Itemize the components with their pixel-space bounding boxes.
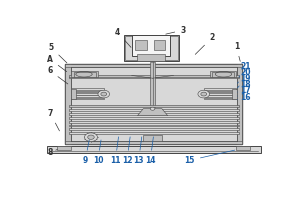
Bar	[204, 91, 236, 92]
Bar	[57, 146, 71, 150]
Circle shape	[98, 90, 109, 98]
Bar	[69, 121, 239, 123]
Bar	[65, 64, 70, 144]
Text: 18: 18	[238, 80, 251, 92]
Bar	[69, 105, 239, 107]
Text: 6: 6	[48, 66, 68, 84]
Bar	[69, 117, 239, 119]
Bar	[69, 132, 239, 134]
Bar	[70, 89, 76, 99]
Text: 13: 13	[134, 137, 144, 165]
Bar	[204, 88, 236, 90]
Text: 20: 20	[238, 68, 251, 83]
Text: 1: 1	[234, 42, 240, 61]
Bar	[212, 72, 234, 77]
Bar	[71, 93, 104, 95]
Bar	[151, 62, 155, 107]
Circle shape	[88, 135, 94, 139]
Bar	[143, 135, 162, 141]
Bar	[154, 40, 165, 50]
Bar	[74, 72, 96, 77]
Bar	[69, 125, 239, 126]
Text: 3: 3	[166, 26, 185, 35]
Circle shape	[85, 133, 98, 142]
Text: 17: 17	[238, 86, 251, 96]
Text: 21: 21	[239, 62, 251, 77]
Text: 19: 19	[238, 74, 251, 88]
Text: 10: 10	[93, 140, 103, 165]
Text: 11: 11	[110, 137, 121, 165]
Bar	[204, 95, 236, 97]
Circle shape	[201, 92, 207, 96]
Bar	[204, 98, 236, 99]
Circle shape	[198, 90, 209, 98]
Circle shape	[101, 92, 107, 96]
Text: 2: 2	[195, 33, 214, 54]
Bar	[71, 98, 104, 99]
Text: 9: 9	[82, 140, 89, 165]
Bar	[135, 40, 147, 50]
Text: A: A	[47, 55, 67, 72]
Text: 7: 7	[48, 109, 59, 131]
Bar	[237, 64, 242, 144]
Bar	[137, 54, 165, 61]
Bar	[69, 75, 239, 78]
Polygon shape	[137, 109, 168, 116]
Bar	[124, 35, 179, 61]
Bar	[69, 113, 239, 115]
Bar	[125, 36, 178, 60]
Bar	[65, 141, 242, 144]
Bar	[65, 64, 242, 67]
Bar	[65, 64, 242, 144]
Text: 5: 5	[49, 43, 67, 63]
Bar	[71, 88, 104, 90]
Circle shape	[150, 107, 155, 110]
Text: 8: 8	[48, 148, 57, 157]
Text: 4: 4	[115, 28, 131, 47]
Bar	[71, 91, 104, 92]
Text: 15: 15	[184, 150, 235, 165]
Text: 14: 14	[145, 137, 155, 165]
Bar	[71, 95, 104, 97]
Bar	[71, 71, 98, 77]
Text: 16: 16	[238, 93, 251, 102]
Bar	[210, 71, 236, 77]
Bar	[47, 146, 261, 153]
Bar	[236, 146, 250, 150]
Bar	[69, 128, 239, 130]
Bar	[132, 35, 170, 56]
Bar	[69, 109, 239, 111]
Text: 12: 12	[122, 137, 132, 165]
Bar	[204, 93, 236, 95]
Bar	[232, 89, 237, 99]
